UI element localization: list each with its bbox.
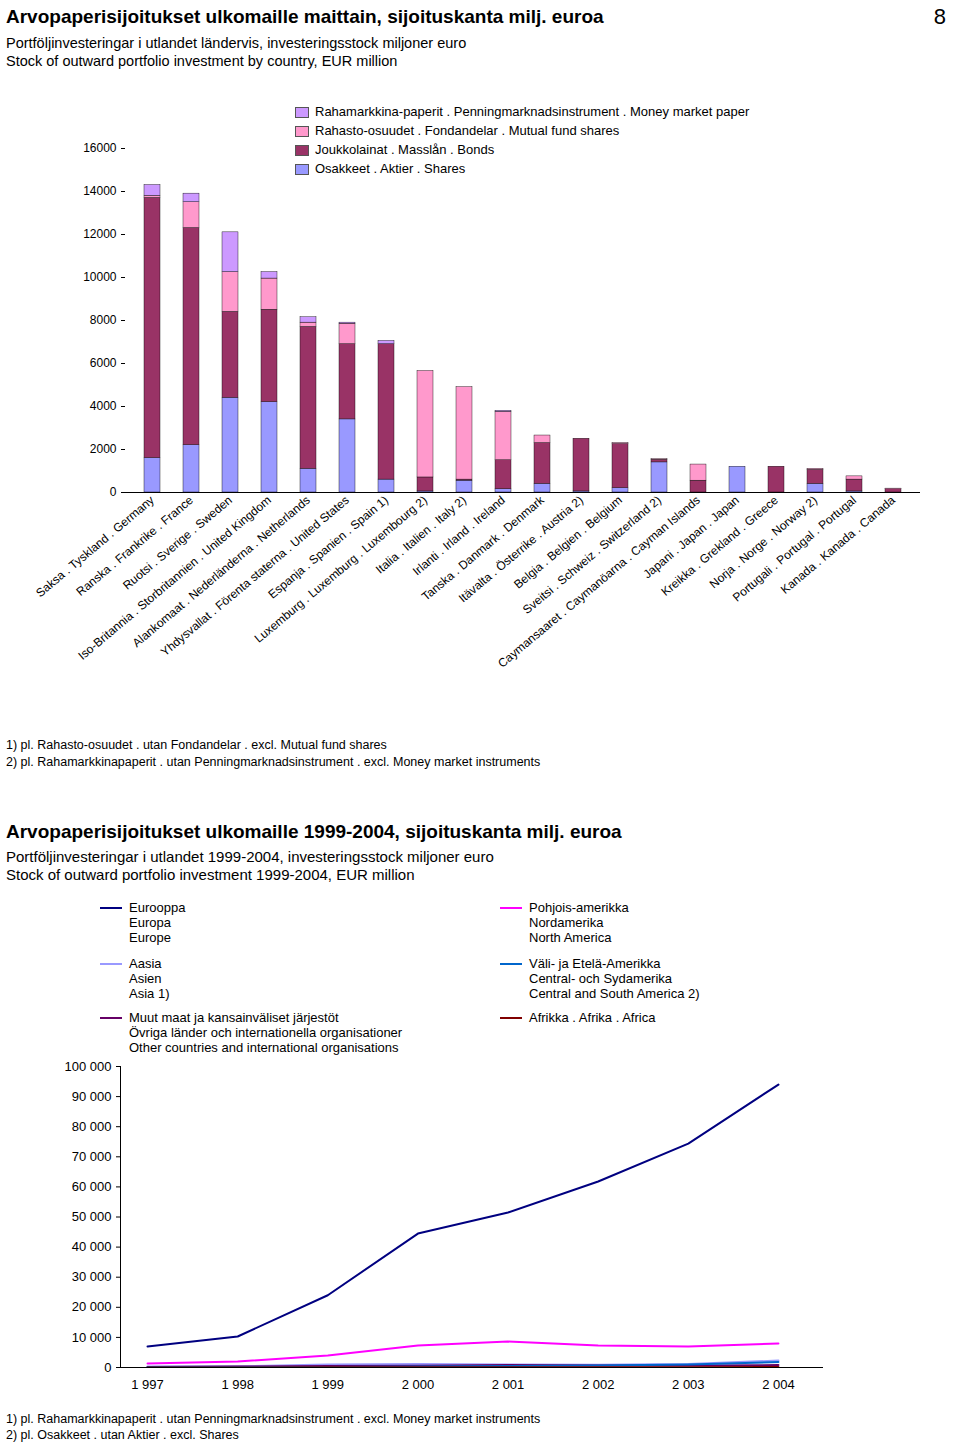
svg-text:1 997: 1 997	[131, 1377, 164, 1392]
html-text:Rahamarkkina-paperit . Penning: Rahamarkkina-paperit . Penningmarknadsin…	[315, 104, 750, 119]
svg-text:1 999: 1 999	[312, 1377, 345, 1392]
svg-text:Belgia . Belgien . Belgium: Belgia . Belgien . Belgium	[511, 493, 625, 592]
html-text:1) pl. Rahamarkkinapaperit . u: 1) pl. Rahamarkkinapaperit . utan Pennin…	[6, 1412, 541, 1426]
html-text:Arvopaperisijoitukset ulkomail: Arvopaperisijoitukset ulkomaille maittai…	[6, 6, 604, 27]
svg-text:30 000: 30 000	[72, 1269, 112, 1284]
svg-text:Italia . Italien . Italy 2): Italia . Italien . Italy 2)	[373, 493, 469, 577]
svg-text:60 000: 60 000	[72, 1179, 112, 1194]
html-text:Central and South America 2): Central and South America 2)	[529, 986, 700, 1001]
svg-text:4000: 4000	[90, 399, 117, 413]
html-text:Stock of outward portfolio inv: Stock of outward portfolio investment by…	[6, 53, 398, 69]
svg-text:Saksa . Tyskland . Germany: Saksa . Tyskland . Germany	[33, 493, 157, 601]
html-text:Övriga länder och internatione: Övriga länder och internationella organi…	[129, 1025, 403, 1040]
svg-text:0: 0	[104, 1360, 111, 1375]
svg-text:Tanska . Danmark . Denmark: Tanska . Danmark . Denmark	[418, 493, 547, 604]
svg-text:Kreikka . Grekland . Greece: Kreikka . Grekland . Greece	[658, 493, 781, 599]
svg-text:2 001: 2 001	[492, 1377, 525, 1392]
svg-text:Espanja . Spanien . Spain 1): Espanja . Spanien . Spain 1)	[265, 493, 391, 602]
svg-text:50 000: 50 000	[72, 1209, 112, 1224]
html-text:Stock of outward portfolio inv: Stock of outward portfolio investment 19…	[6, 866, 415, 883]
html-text:Portföljinvesteringar i utland: Portföljinvesteringar i utlandet 1999-20…	[6, 848, 494, 865]
svg-text:1 998: 1 998	[221, 1377, 254, 1392]
html-text:8: 8	[933, 4, 946, 29]
html-text:Aasia: Aasia	[129, 956, 162, 971]
svg-text:Portugali . Portugal . Portuga: Portugali . Portugal . Portugal	[729, 493, 859, 605]
svg-text:2 000: 2 000	[402, 1377, 435, 1392]
svg-text:70 000: 70 000	[72, 1149, 112, 1164]
svg-text:Norja . Norge . Norway 2): Norja . Norge . Norway 2)	[706, 493, 820, 592]
svg-text:10000: 10000	[83, 270, 117, 284]
html-text:Osakkeet . Aktier . Shares: Osakkeet . Aktier . Shares	[315, 161, 466, 176]
svg-text:80 000: 80 000	[72, 1119, 112, 1134]
svg-text:40 000: 40 000	[72, 1239, 112, 1254]
html-text:1) pl. Rahasto-osuudet . utan: 1) pl. Rahasto-osuudet . utan Fondandela…	[6, 738, 387, 752]
svg-text:90 000: 90 000	[72, 1089, 112, 1104]
svg-text:2 002: 2 002	[582, 1377, 615, 1392]
html-text:Other countries and internatio: Other countries and international organi…	[129, 1040, 399, 1055]
html-text:North America: North America	[529, 930, 612, 945]
svg-text:Kanada . Kanada . Canada: Kanada . Kanada . Canada	[778, 493, 898, 597]
svg-text:20 000: 20 000	[72, 1299, 112, 1314]
html-text:Arvopaperisijoitukset ulkomail: Arvopaperisijoitukset ulkomaille 1999-20…	[6, 821, 622, 842]
svg-text:2000: 2000	[90, 442, 117, 456]
html-text:Central- och Sydamerika: Central- och Sydamerika	[529, 971, 673, 986]
svg-text:8000: 8000	[90, 313, 117, 327]
svg-text:12000: 12000	[83, 227, 117, 241]
html-text:Portföljinvesteringar i utland: Portföljinvesteringar i utlandet länderv…	[6, 35, 467, 51]
html-text:Europe: Europe	[129, 930, 171, 945]
html-text:Asien: Asien	[129, 971, 162, 986]
svg-text:Sveitsi . Schweiz . Switzerlan: Sveitsi . Schweiz . Switzerland 2)	[520, 493, 664, 617]
svg-text:2 003: 2 003	[672, 1377, 705, 1392]
svg-text:6000: 6000	[90, 356, 117, 370]
svg-text:Caymansaaret . Caymanöarna . C: Caymansaaret . Caymanöarna . Cayman Isla…	[495, 493, 703, 671]
html-text:Asia 1): Asia 1)	[129, 986, 170, 1001]
html-text:Europa: Europa	[129, 915, 171, 930]
svg-text:Ranska . Frankrike . France: Ranska . Frankrike . France	[73, 493, 196, 599]
html-text:Joukkolainat . Masslån . Bonds: Joukkolainat . Masslån . Bonds	[315, 142, 495, 157]
svg-text:Irlanti . Irland . Ireland: Irlanti . Irland . Ireland	[410, 493, 508, 579]
svg-text:0: 0	[110, 485, 117, 499]
svg-text:10 000: 10 000	[72, 1330, 112, 1345]
svg-text:14000: 14000	[83, 184, 117, 198]
html-text:Nordamerika: Nordamerika	[529, 915, 604, 930]
html-text:Afrikka . Afrika . Africa: Afrikka . Afrika . Africa	[529, 1010, 656, 1025]
html-text:Rahasto-osuudet . Fondandelar: Rahasto-osuudet . Fondandelar . Mutual f…	[315, 123, 620, 138]
svg-text:16000: 16000	[83, 141, 117, 155]
svg-text:Iso-Britannia . Storbritannien: Iso-Britannia . Storbritannien . United …	[75, 493, 274, 663]
svg-text:Ruotsi . Sverige . Sweden: Ruotsi . Sverige . Sweden	[120, 493, 235, 593]
svg-text:Alankomaat . Nederländerna . N: Alankomaat . Nederländerna . Netherlands	[130, 493, 313, 650]
svg-text:Itävalta . Österrike . Austria: Itävalta . Österrike . Austria 2)	[455, 493, 586, 606]
html-text:Muut maat ja kansainväliset jä: Muut maat ja kansainväliset järjestöt	[129, 1010, 339, 1025]
html-text:Eurooppa: Eurooppa	[129, 900, 186, 915]
html-text:2) pl. Rahamarkkinapaperit . u: 2) pl. Rahamarkkinapaperit . utan Pennin…	[6, 755, 541, 769]
svg-text:Luxemburg . Luxemburg . Luxemb: Luxemburg . Luxemburg . Luxembourg 2)	[252, 493, 430, 646]
html-text:Väli- ja Etelä-Amerikka: Väli- ja Etelä-Amerikka	[529, 956, 661, 971]
html-text:Pohjois-amerikka: Pohjois-amerikka	[529, 900, 629, 915]
html-text:2) pl. Osakkeet . utan Aktier: 2) pl. Osakkeet . utan Aktier . excl. Sh…	[6, 1428, 239, 1442]
svg-text:Yhdysvallat . Förenta staterna: Yhdysvallat . Förenta staterna . United …	[157, 493, 352, 659]
svg-text:100 000: 100 000	[65, 1059, 112, 1074]
svg-text:Japani . Japan . Japan: Japani . Japan . Japan	[640, 493, 742, 582]
svg-text:2 004: 2 004	[762, 1377, 795, 1392]
